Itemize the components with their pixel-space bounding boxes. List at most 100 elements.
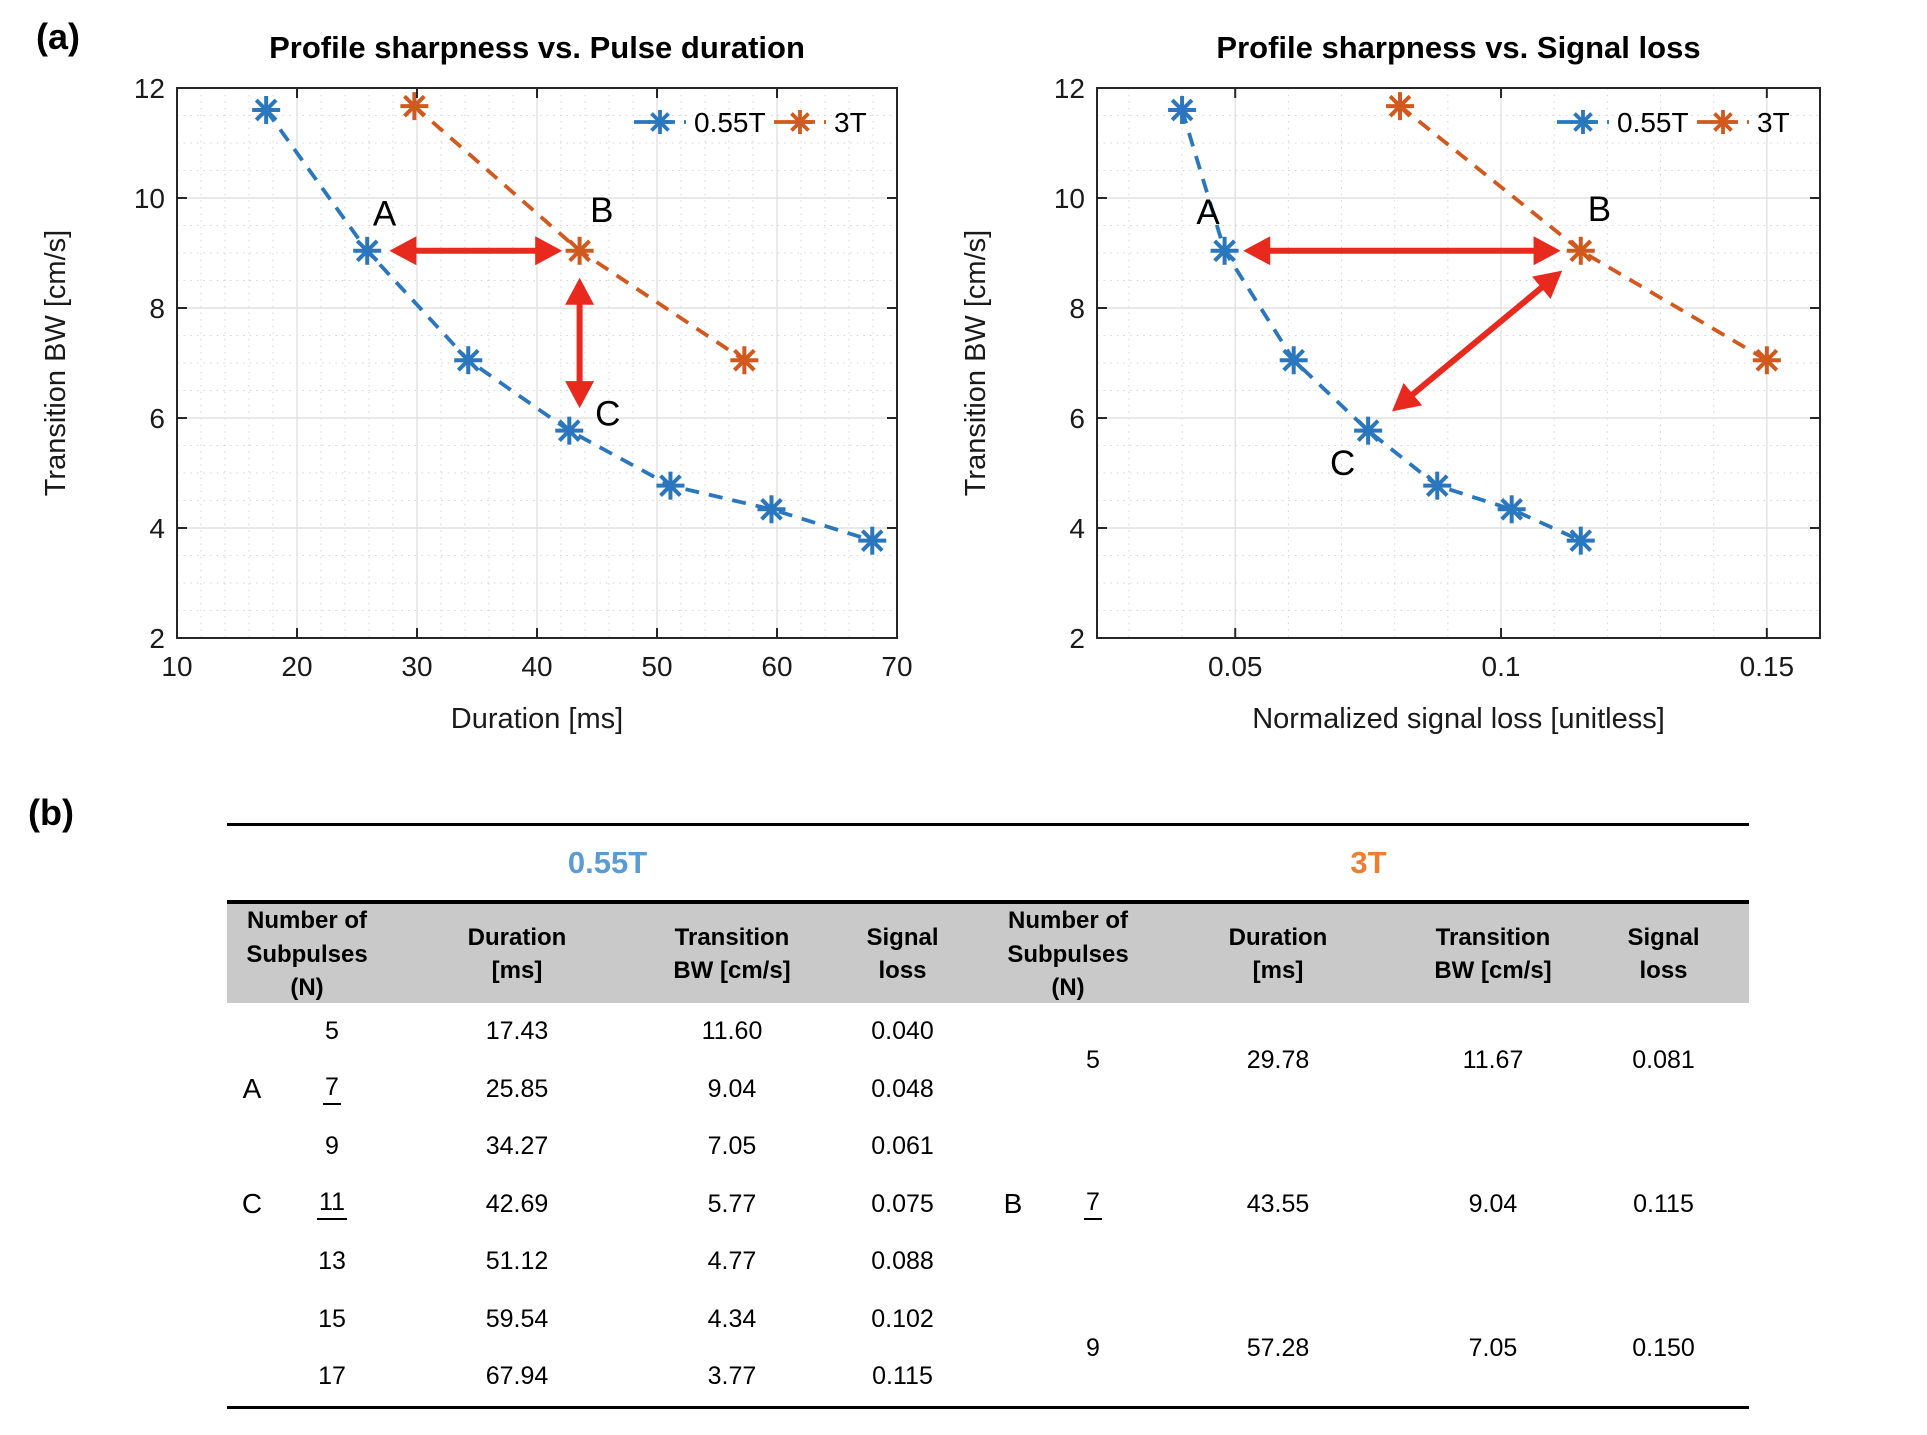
column-header: Number of Subpulses (N): [1007, 907, 1129, 1002]
table-cell: 7.05: [1468, 1333, 1518, 1362]
panel-a-label: (a): [36, 16, 80, 57]
major-grid: [176, 87, 898, 639]
row-marker-label: [227, 1003, 277, 1061]
column-header: Duration [ms]: [1228, 923, 1328, 985]
y-axis-label: Transition BW [cm/s]: [960, 230, 992, 496]
ticks: 10 20 30 40 50 60 70 2 4 6 8 10 12: [134, 73, 913, 682]
table-cell: 0.115: [1633, 1189, 1694, 1218]
table-cell: 0.081: [1632, 1046, 1695, 1074]
y-tick-label: 6: [1069, 403, 1085, 434]
table-cell: 9.04: [1468, 1189, 1518, 1218]
chart-duration: 10 20 30 40 50 60 70 2 4 6 8 10 12 Profile sharpness …: [40, 30, 913, 735]
table-cell: 5: [325, 1017, 339, 1046]
y-tick-label: 12: [134, 73, 165, 104]
row-marker-label: B: [1003, 1188, 1023, 1220]
table-cell: 57.28: [1246, 1333, 1310, 1362]
y-axis-label: Transition BW [cm/s]: [40, 230, 72, 496]
table-header-row: Number of Subpulses (N) Duration [ms] Transi…: [227, 904, 1749, 1003]
table-cell: 0.075: [871, 1189, 934, 1218]
y-tick-label: 10: [1054, 183, 1085, 214]
table-band-055T: 0.55T: [567, 845, 648, 880]
point-label-A: A: [1196, 193, 1220, 232]
point-label-C: C: [1330, 444, 1355, 483]
row-marker-label: A: [242, 1073, 262, 1105]
table-cell: 9: [1086, 1333, 1100, 1362]
table-cell: 5.77: [707, 1189, 757, 1218]
y-tick-label: 2: [1069, 623, 1085, 654]
series-markers-0.55T: [252, 96, 887, 555]
table-cell: 9.04: [707, 1074, 757, 1103]
point-label-C: C: [595, 395, 620, 434]
x-tick-label: 70: [881, 651, 912, 682]
table-band-3T: 3T: [1350, 845, 1387, 880]
table-cell: 15: [318, 1304, 346, 1333]
row-marker-label: [227, 1348, 277, 1406]
x-tick-label: 0.1: [1482, 651, 1521, 682]
y-tick-label: 2: [149, 623, 165, 654]
table-cell: 34.27: [485, 1132, 549, 1161]
table-cell: 11.60: [701, 1017, 763, 1046]
series-line-0.55T: [1180, 109, 1582, 543]
annotations: A B C: [1196, 190, 1611, 483]
legend-label: 3T: [834, 107, 867, 138]
table-cell: 17.43: [485, 1017, 549, 1046]
x-tick-label: 10: [161, 651, 192, 682]
column-header: Duration [ms]: [467, 923, 567, 985]
legend-label: 0.55T: [1617, 107, 1689, 138]
table-cell: 0.040: [871, 1017, 934, 1046]
table-cell: 59.54: [485, 1304, 549, 1333]
column-header: Transition BW [cm/s]: [673, 923, 791, 985]
plot-box: [1096, 87, 1821, 639]
point-label-A: A: [373, 194, 397, 233]
series-markers-3T: [1386, 92, 1781, 375]
series-markers-3T: [400, 92, 759, 375]
table-cell: 42.69: [485, 1189, 549, 1218]
chart-title: Profile sharpness vs. Pulse duration: [269, 30, 805, 65]
y-tick-label: 12: [1054, 73, 1085, 104]
chart-title: Profile sharpness vs. Signal loss: [1216, 30, 1700, 65]
table-cell: 0.102: [871, 1304, 934, 1333]
legend-label: 3T: [1757, 107, 1790, 138]
y-tick-label: 8: [149, 293, 165, 324]
x-axis-label: Duration [ms]: [451, 703, 623, 735]
table-cell: 0.150: [1632, 1333, 1695, 1362]
results-table: 0.55T 3T Number of Subpulses (N) Duration[…: [227, 823, 1749, 1409]
legend-label: 0.55T: [694, 107, 766, 138]
table-cell: 13: [318, 1247, 346, 1276]
annotations: A B C: [373, 191, 621, 434]
table-cell: 17: [318, 1362, 346, 1391]
table-cell: 7: [277, 1061, 387, 1119]
table-cell: 11.67: [1462, 1046, 1524, 1074]
column-header: Number of Subpulses (N): [246, 907, 368, 1002]
series-line-3T: [1398, 104, 1768, 362]
table-cell: 0.061: [871, 1132, 934, 1161]
x-tick-label: 0.05: [1208, 651, 1263, 682]
panel-b-label: (b): [28, 792, 74, 833]
legend: 0.55T 3T: [634, 107, 867, 138]
table-cell: 0.048: [871, 1074, 934, 1103]
x-tick-label: 20: [281, 651, 312, 682]
series-markers-0.55T: [1168, 96, 1595, 555]
table-cell: 0.088: [871, 1247, 934, 1276]
x-tick-label: 40: [521, 651, 552, 682]
row-marker-label: [988, 1003, 1038, 1118]
legend: 0.55T 3T: [1557, 107, 1790, 138]
table-rule-mid: [227, 900, 1749, 904]
table-cell: 25.85: [485, 1074, 549, 1103]
table-rule-top: [227, 823, 1749, 826]
x-tick-label: 30: [401, 651, 432, 682]
y-tick-label: 8: [1069, 293, 1085, 324]
point-label-B: B: [590, 191, 613, 230]
x-tick-label: 0.15: [1740, 651, 1795, 682]
table-cell: 51.12: [485, 1247, 549, 1276]
row-marker-label: [227, 1233, 277, 1291]
row-marker-label: [227, 1291, 277, 1349]
table-cell: 43.55: [1246, 1189, 1310, 1218]
row-marker-label: C: [241, 1188, 263, 1220]
table-cell: 3.77: [707, 1362, 757, 1391]
table-cell: 9: [325, 1132, 339, 1161]
charts-panel: 10 20 30 40 50 60 70 2 4 6 8 10 12 Profile sharpness …: [40, 30, 1821, 735]
minor-grid: [1097, 87, 1821, 639]
y-tick-label: 4: [149, 513, 165, 544]
